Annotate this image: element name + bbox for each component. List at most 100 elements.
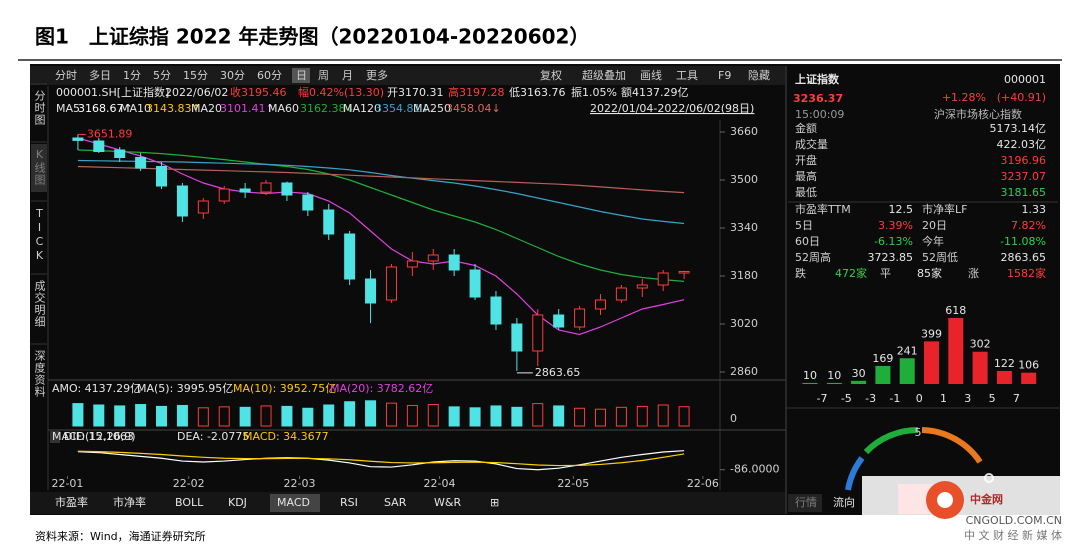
toolbar-item[interactable]: 5分 [153, 69, 171, 82]
stat-label: 涨 [968, 267, 979, 280]
watermark-bg [862, 476, 1072, 546]
toolbar-item[interactable]: 工具 [676, 69, 698, 82]
quote-label: 成交量 [795, 137, 828, 151]
stat-label: 5日 [795, 219, 813, 232]
volume-bar [427, 404, 439, 427]
volume-bar [365, 400, 377, 427]
dist-bar [996, 370, 1012, 384]
stat-value: 85家 [917, 266, 942, 280]
volume-bar [239, 406, 251, 427]
quote-label: 最低 [795, 186, 817, 199]
toolbar-item[interactable]: 60分 [257, 69, 282, 82]
toolbar-item[interactable]: 周 [318, 69, 329, 82]
side-tab[interactable]: 成交明细 [33, 280, 46, 328]
stat-label: 20日 [922, 219, 947, 232]
macd-legend: DEA: -2.0775 [177, 430, 249, 443]
ma-name: MA5 [56, 102, 80, 115]
y-tick-label: 2860 [730, 365, 758, 378]
stat-value: 3723.85 [868, 251, 914, 264]
ma-name: MA20 [191, 102, 222, 115]
quote-price: 3236.37 [793, 92, 843, 105]
side-tab[interactable]: 深度资料 [33, 350, 46, 398]
right-tab[interactable]: 流向 [833, 495, 855, 509]
dist-bar [875, 365, 891, 384]
candle-body [594, 299, 606, 310]
candle-body [657, 272, 669, 286]
volume-bar [511, 406, 523, 427]
toolbar-item[interactable]: 30分 [220, 69, 245, 82]
toolbar-item[interactable]: 分时 [55, 69, 77, 82]
stat-label: 市净率LF [922, 202, 967, 216]
dist-bar [802, 382, 818, 384]
volume-bar [72, 403, 84, 427]
side-tab[interactable]: TICK [33, 207, 46, 263]
x-tick-label: 22-06 [687, 477, 719, 490]
volume-bar [615, 406, 627, 427]
macd-line [77, 450, 685, 467]
toolbar-item[interactable]: F9 [718, 69, 731, 82]
bottom-tab[interactable]: 市净率 [113, 495, 146, 509]
quote-label: 金额 [795, 121, 817, 135]
quote-change: +1.28% [942, 91, 986, 104]
volume-bar [156, 405, 168, 427]
bottom-tab[interactable]: W&R [434, 496, 461, 509]
toolbar-item[interactable]: 复权 [540, 68, 562, 82]
quote-code: 000001 [1004, 73, 1046, 86]
toolbar-item[interactable]: 更多 [366, 68, 388, 82]
info-item: 收3195.46 [230, 85, 287, 99]
y-tick-label: 3020 [730, 317, 758, 330]
bottom-tab[interactable]: MACD [277, 496, 310, 509]
toolbar-item[interactable]: 15分 [183, 69, 208, 82]
bottom-tab[interactable]: BOLL [175, 496, 204, 509]
toolbar-item[interactable]: 多日 [89, 68, 111, 82]
y-tick-label: 3660 [730, 125, 758, 138]
dist-bar [948, 318, 964, 384]
volume-bar [553, 405, 565, 427]
bottom-tab[interactable]: RSI [340, 496, 358, 509]
dist-bar [924, 341, 939, 384]
info-item: 额4137.29亿 [621, 86, 689, 99]
volume-bar [135, 404, 147, 427]
candle-body [365, 278, 377, 304]
bottom-tab[interactable]: ⊞ [490, 496, 499, 509]
macd-line [77, 450, 685, 471]
stat-value: 472家 [835, 266, 867, 280]
candle-body [511, 323, 523, 352]
bottom-tab[interactable]: SAR [384, 496, 407, 509]
watermark-name: 中金网 [970, 492, 1003, 506]
stat-value: -11.08% [1000, 235, 1046, 248]
stat-label: 平 [880, 267, 891, 280]
right-tab-active [788, 494, 822, 512]
ma-value: 3143.83↑ [146, 102, 201, 115]
info-item: 振1.05% [571, 85, 617, 99]
dist-bar [1021, 372, 1037, 384]
toolbar-item[interactable]: 超级叠加 [582, 68, 626, 82]
candle-body [532, 314, 544, 352]
toolbar-item[interactable]: 月 [342, 69, 353, 82]
toolbar-item[interactable]: 日 [296, 69, 307, 82]
toolbar-item[interactable]: 画线 [640, 68, 662, 82]
candle-body [260, 182, 272, 193]
bottom-tab[interactable]: 市盈率 [55, 495, 88, 509]
x-tick-label: 22-03 [283, 477, 315, 490]
candle-body [427, 254, 439, 262]
toolbar-item[interactable]: 隐藏 [748, 69, 770, 82]
volume-bar [532, 403, 544, 427]
candle-body [385, 266, 397, 301]
dist-tick-label: 0 [916, 392, 923, 405]
stat-label: 52周高 [795, 250, 831, 264]
candle-body [281, 182, 293, 196]
volume-bar [176, 404, 188, 427]
stat-label: 52周低 [922, 251, 958, 264]
quote-name: 上证指数 [795, 72, 840, 86]
side-tab[interactable]: 分时图 [33, 90, 46, 126]
volume-bar [636, 405, 648, 427]
volume-bar [218, 406, 230, 427]
tab-active [270, 494, 320, 512]
bottom-tab[interactable]: KDJ [228, 496, 247, 509]
stat-value: 1.33 [1022, 203, 1047, 216]
toolbar-item[interactable]: 1分 [123, 69, 141, 82]
dist-value: 618 [945, 304, 966, 317]
gauge-arc [921, 427, 983, 464]
stat-value: 12.5 [889, 203, 914, 216]
